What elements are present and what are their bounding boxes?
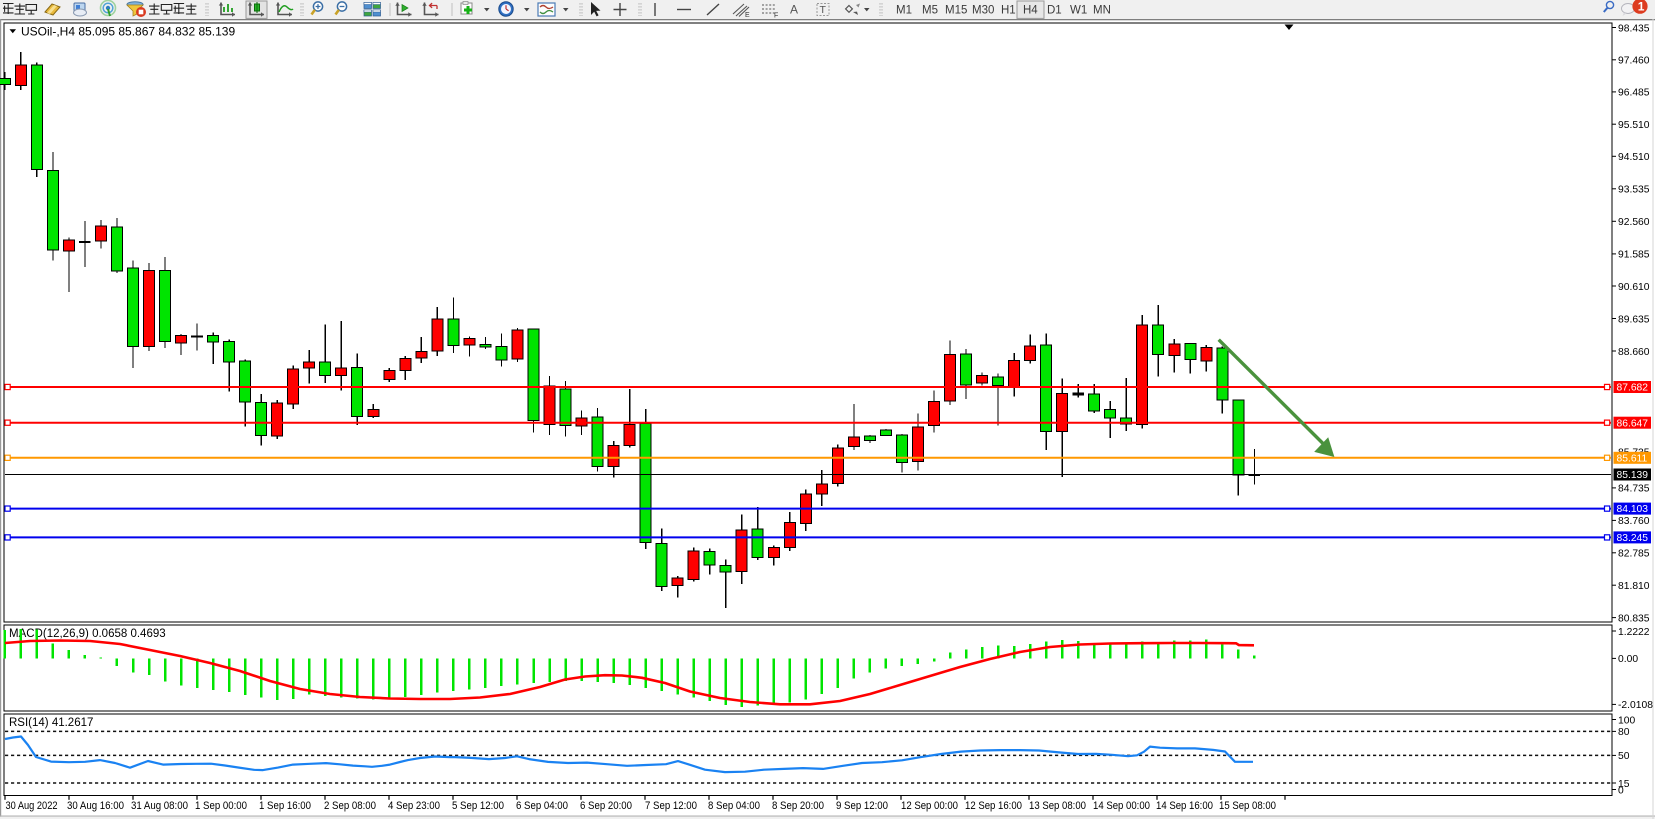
svg-text:96.485: 96.485 xyxy=(1618,88,1650,99)
svg-text:6 Sep 20:00: 6 Sep 20:00 xyxy=(580,800,632,812)
svg-text:2 Sep 08:00: 2 Sep 08:00 xyxy=(324,800,376,812)
svg-text:M30: M30 xyxy=(972,5,994,17)
svg-text:30 Aug 2022: 30 Aug 2022 xyxy=(6,800,58,812)
svg-text:W1: W1 xyxy=(1070,5,1087,17)
svg-text:12 Sep 00:00: 12 Sep 00:00 xyxy=(901,800,958,812)
svg-text:0.00: 0.00 xyxy=(1618,654,1638,665)
svg-text:A: A xyxy=(790,3,798,17)
svg-text:94.510: 94.510 xyxy=(1618,152,1650,163)
svg-text:86.647: 86.647 xyxy=(1617,418,1649,429)
svg-text:90.610: 90.610 xyxy=(1618,282,1650,293)
svg-text:98.435: 98.435 xyxy=(1618,23,1650,34)
svg-text:31 Aug 08:00: 31 Aug 08:00 xyxy=(131,800,188,812)
svg-text:4 Sep 23:00: 4 Sep 23:00 xyxy=(388,800,440,812)
svg-text:1: 1 xyxy=(1638,0,1645,13)
svg-text:H4: H4 xyxy=(1023,5,1038,17)
svg-text:E: E xyxy=(745,12,750,19)
svg-text:97.460: 97.460 xyxy=(1618,56,1650,67)
svg-text:15: 15 xyxy=(1618,779,1630,790)
svg-text:12 Sep 16:00: 12 Sep 16:00 xyxy=(965,800,1022,812)
svg-text:F: F xyxy=(774,13,778,20)
svg-text:30 Aug 16:00: 30 Aug 16:00 xyxy=(67,800,124,812)
svg-text:83.245: 83.245 xyxy=(1617,533,1649,544)
svg-text:84.735: 84.735 xyxy=(1618,484,1650,495)
svg-text:15 Sep 08:00: 15 Sep 08:00 xyxy=(1219,800,1276,812)
svg-text:0: 0 xyxy=(1618,785,1624,796)
svg-text:93.535: 93.535 xyxy=(1618,185,1650,196)
svg-text:89.635: 89.635 xyxy=(1618,314,1650,325)
svg-text:8 Sep 20:00: 8 Sep 20:00 xyxy=(772,800,824,812)
svg-text:82.785: 82.785 xyxy=(1618,549,1650,560)
svg-text:50: 50 xyxy=(1618,751,1630,762)
svg-text:14 Sep 00:00: 14 Sep 00:00 xyxy=(1093,800,1150,812)
svg-text:8 Sep 04:00: 8 Sep 04:00 xyxy=(708,800,760,812)
svg-text:1.2222: 1.2222 xyxy=(1618,627,1650,638)
svg-text:7 Sep 12:00: 7 Sep 12:00 xyxy=(645,800,697,812)
svg-text:5 Sep 12:00: 5 Sep 12:00 xyxy=(452,800,504,812)
svg-text:1 Sep 00:00: 1 Sep 00:00 xyxy=(195,800,247,812)
svg-text:T: T xyxy=(820,4,827,16)
svg-text:100: 100 xyxy=(1618,715,1635,726)
svg-text:84.103: 84.103 xyxy=(1617,504,1649,515)
svg-text:6 Sep 04:00: 6 Sep 04:00 xyxy=(516,800,568,812)
svg-text:-2.0108: -2.0108 xyxy=(1618,700,1653,711)
svg-text:87.682: 87.682 xyxy=(1617,383,1649,394)
svg-text:13 Sep 08:00: 13 Sep 08:00 xyxy=(1029,800,1086,812)
svg-text:80: 80 xyxy=(1618,727,1630,738)
svg-text:RSI(14) 41.2617: RSI(14) 41.2617 xyxy=(9,717,93,729)
svg-text:80.835: 80.835 xyxy=(1618,613,1650,624)
svg-text:H1: H1 xyxy=(1001,5,1016,17)
svg-text:1 Sep 16:00: 1 Sep 16:00 xyxy=(259,800,311,812)
svg-text:92.560: 92.560 xyxy=(1618,217,1650,228)
svg-text:91.585: 91.585 xyxy=(1618,250,1650,261)
svg-text:88.660: 88.660 xyxy=(1618,347,1650,358)
svg-text:MN: MN xyxy=(1093,5,1111,17)
svg-text:95.510: 95.510 xyxy=(1618,120,1650,131)
svg-text:83.760: 83.760 xyxy=(1618,516,1650,527)
svg-text:M1: M1 xyxy=(896,5,912,17)
svg-text:MACD(12,26,9) 0.0658 0.4693: MACD(12,26,9) 0.0658 0.4693 xyxy=(9,628,166,640)
svg-text:14 Sep 16:00: 14 Sep 16:00 xyxy=(1156,800,1213,812)
svg-text:USOil-,H4 85.095 85.867 84.83: USOil-,H4 85.095 85.867 84.832 85.139 xyxy=(21,25,235,39)
svg-text:M5: M5 xyxy=(922,5,938,17)
svg-text:D1: D1 xyxy=(1047,5,1062,17)
svg-text:81.810: 81.810 xyxy=(1618,581,1650,592)
svg-text:M15: M15 xyxy=(945,5,967,17)
svg-text:85.139: 85.139 xyxy=(1617,470,1649,481)
svg-text:9 Sep 12:00: 9 Sep 12:00 xyxy=(836,800,888,812)
svg-text:85.611: 85.611 xyxy=(1617,453,1648,464)
